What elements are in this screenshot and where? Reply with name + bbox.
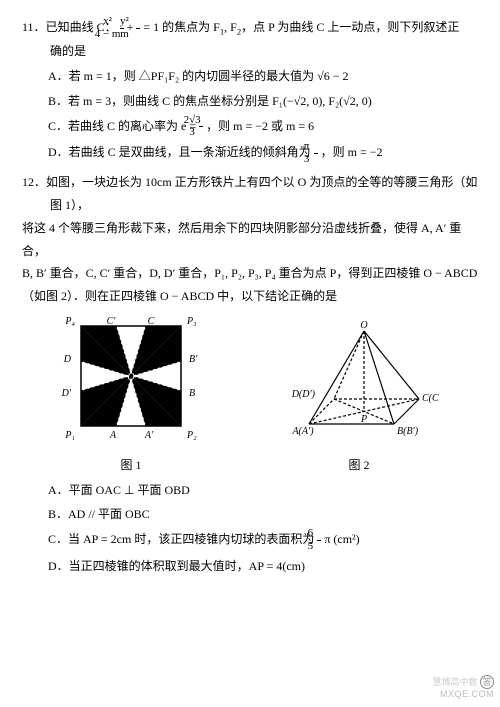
q12-opt-c: C．当 AP = 2cm 时，该正四棱锥内切球的表面积为 65 π (cm²) xyxy=(22,528,478,552)
q12-opt-a: A．平面 OAC ⊥ 平面 OBD xyxy=(22,479,478,502)
svg-text:A′: A′ xyxy=(144,430,154,441)
q11-opt-a: A．若 m = 1，则 △PF₁F₂ 的内切圆半径的最大值为 √6 − 2 xyxy=(22,65,478,88)
q11-c-frac: 2√33 xyxy=(199,115,203,139)
q12-c-frac: 65 xyxy=(317,528,321,552)
svg-text:A: A xyxy=(109,430,117,441)
question-11: 11．已知曲线 C： x²4 − m + y²m = 1 的焦点为 F1, F2… xyxy=(22,16,478,165)
q12-l3: B, B′ 重合，C, C′ 重合，D, D′ 重合，P₁, P₂, P₃, P… xyxy=(22,262,478,285)
q11-stem-b: = 1 的焦点为 F xyxy=(143,20,219,34)
question-12: 12．如图，一块边长为 10cm 正方形铁片上有四个以 O 为顶点的全等的等腰三… xyxy=(22,171,478,577)
svg-text:O: O xyxy=(360,320,367,331)
q11-frac2: y²m xyxy=(136,16,140,40)
svg-text:C(C′): C(C′) xyxy=(422,393,439,404)
svg-text:P₁: P₁ xyxy=(64,430,75,441)
q12-opt-b: B．AD // 平面 OBC xyxy=(22,503,478,526)
figure-2: O A(A′) B(B′) C(C′) D(D′) P 图 2 xyxy=(279,319,439,477)
svg-text:P₃: P₃ xyxy=(186,316,197,327)
q12-l1: 12．如图，一块边长为 10cm 正方形铁片上有四个以 O 为顶点的全等的等腰三… xyxy=(22,171,478,217)
figure-2-svg: O A(A′) B(B′) C(C′) D(D′) P xyxy=(279,319,439,444)
figure-1: O P₄ C′ C P₃ D D′ B′ B P₁ A A′ P₂ xyxy=(61,314,201,477)
svg-text:C′: C′ xyxy=(107,316,117,327)
svg-text:O: O xyxy=(127,372,134,383)
svg-text:P₂: P₂ xyxy=(186,430,197,441)
q11-opt-b: B．若 m = 3，则曲线 C 的焦点坐标分别是 F₁(−√2, 0), F₂(… xyxy=(22,90,478,113)
svg-text:B(B′): B(B′) xyxy=(397,426,419,437)
svg-text:D′: D′ xyxy=(61,388,72,399)
q12-opt-d: D．当正四棱锥的体积取到最大值时，AP = 4(cm) xyxy=(22,555,478,578)
fig1-caption: 图 1 xyxy=(61,454,201,477)
q11-d-frac: π3 xyxy=(314,141,318,165)
svg-text:P: P xyxy=(360,414,367,425)
q11-opt-c: C．若曲线 C 的离心率为 e = 2√33 ，则 m = −2 或 m = 6 xyxy=(22,115,478,139)
fig2-caption: 图 2 xyxy=(279,454,439,477)
svg-text:B′: B′ xyxy=(189,354,198,365)
svg-text:P₄: P₄ xyxy=(64,316,75,327)
q12-l4: （如图 2）．则在正四棱锥 O − ABCD 中，以下结论正确的是 xyxy=(22,285,478,308)
svg-text:A(A′): A(A′) xyxy=(291,426,314,437)
svg-text:C: C xyxy=(148,316,155,327)
watermark-line2: MXQE.COM xyxy=(440,686,494,703)
q11-number: 11． xyxy=(22,20,46,34)
q11-stem-line2: 确的是 xyxy=(22,40,478,63)
q12-l2: 将这 4 个等腰三角形裁下来，然后用余下的四块阴影部分沿虚线折叠，使得 A, A… xyxy=(22,217,478,263)
svg-text:B: B xyxy=(189,388,195,399)
figure-row: O P₄ C′ C P₃ D D′ B′ B P₁ A A′ P₂ xyxy=(22,314,478,477)
svg-text:D(D′): D(D′) xyxy=(291,389,316,400)
figure-1-svg: O P₄ C′ C P₃ D D′ B′ B P₁ A A′ P₂ xyxy=(61,314,201,444)
q11-stem-d: ，点 P 为曲线 C 上一动点，则下列叙述正 xyxy=(241,20,459,34)
q11-opt-d: D．若曲线 C 是双曲线，且一条渐近线的倾斜角为 π3 ，则 m = −2 xyxy=(22,141,478,165)
q11-stem-line1: 11．已知曲线 C： x²4 − m + y²m = 1 的焦点为 F1, F2… xyxy=(22,16,478,40)
svg-text:D: D xyxy=(63,354,72,365)
